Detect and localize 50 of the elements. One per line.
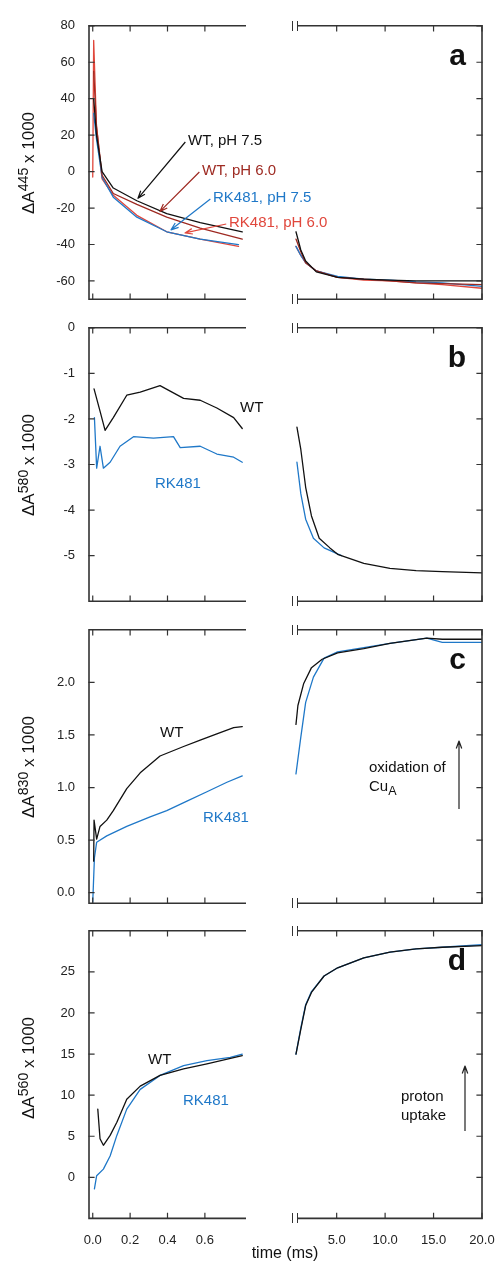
x-tick-label: 0.6: [195, 1231, 214, 1247]
text: WT, pH 6.0: [202, 160, 277, 178]
y-tick-label: 2.0: [56, 673, 75, 689]
y-tick-label: 25: [60, 963, 75, 979]
y-tick-label: 60: [60, 53, 75, 69]
y-tick-label: -40: [56, 236, 75, 252]
y-tick-label: 1.0: [56, 779, 75, 795]
y-tick-label: 15: [60, 1045, 75, 1061]
y-tick-label: -20: [56, 199, 75, 215]
x-tick-label: 0.0: [83, 1231, 102, 1247]
y-tick-label: 20: [60, 1004, 75, 1020]
y-tick-label: 1.5: [56, 726, 75, 742]
series-label: RK481: [183, 1090, 229, 1108]
series-label: WT: [160, 722, 184, 740]
y-tick-label: 0: [67, 1168, 75, 1184]
y-tick-label: 40: [60, 90, 75, 106]
y-tick-label: -60: [56, 272, 75, 288]
y-tick-label: 10: [60, 1086, 75, 1102]
y-tick-label: -3: [63, 456, 75, 472]
y-tick-label: 80: [60, 17, 75, 33]
x-tick-label: 20.0: [469, 1231, 495, 1247]
annotation: a: [449, 37, 466, 71]
x-tick-label: 0.4: [158, 1231, 177, 1247]
x-tick-label: 5.0: [327, 1231, 346, 1247]
series-label: RK481: [203, 807, 249, 825]
series-label: RK481: [155, 473, 201, 491]
y-tick-label: 0.5: [56, 831, 75, 847]
y-tick-label: 0: [67, 163, 75, 179]
series-label: WT: [148, 1049, 172, 1067]
x-tick-label: 15.0: [420, 1231, 447, 1247]
y-tick-label: -5: [63, 547, 75, 563]
series-label: WT: [240, 397, 264, 415]
y-tick-label: 0: [67, 319, 75, 335]
text: RK481, pH 7.5: [213, 187, 312, 205]
text: WT, pH 7.5: [188, 130, 263, 148]
legend-label: RK481, pH 6.0: [229, 212, 328, 230]
y-tick-label: 20: [60, 126, 75, 142]
annotation: b: [447, 339, 466, 373]
y-tick-label: 5: [67, 1127, 75, 1143]
y-tick-label: -2: [63, 410, 75, 426]
y-tick-label: -4: [63, 501, 75, 517]
annotation: c: [449, 641, 466, 675]
y-tick-label: 0.0: [56, 884, 75, 900]
x-tick-label: 10.0: [372, 1231, 398, 1247]
annotation: proton uptake: [401, 1085, 448, 1124]
x-axis-title: time (ms): [251, 1244, 319, 1262]
y-tick-label: -1: [63, 364, 75, 380]
annotation: oxidation of Cu$_{A}$: [369, 756, 447, 800]
annotation: d: [447, 942, 466, 976]
x-tick-label: 0.2: [121, 1231, 140, 1247]
